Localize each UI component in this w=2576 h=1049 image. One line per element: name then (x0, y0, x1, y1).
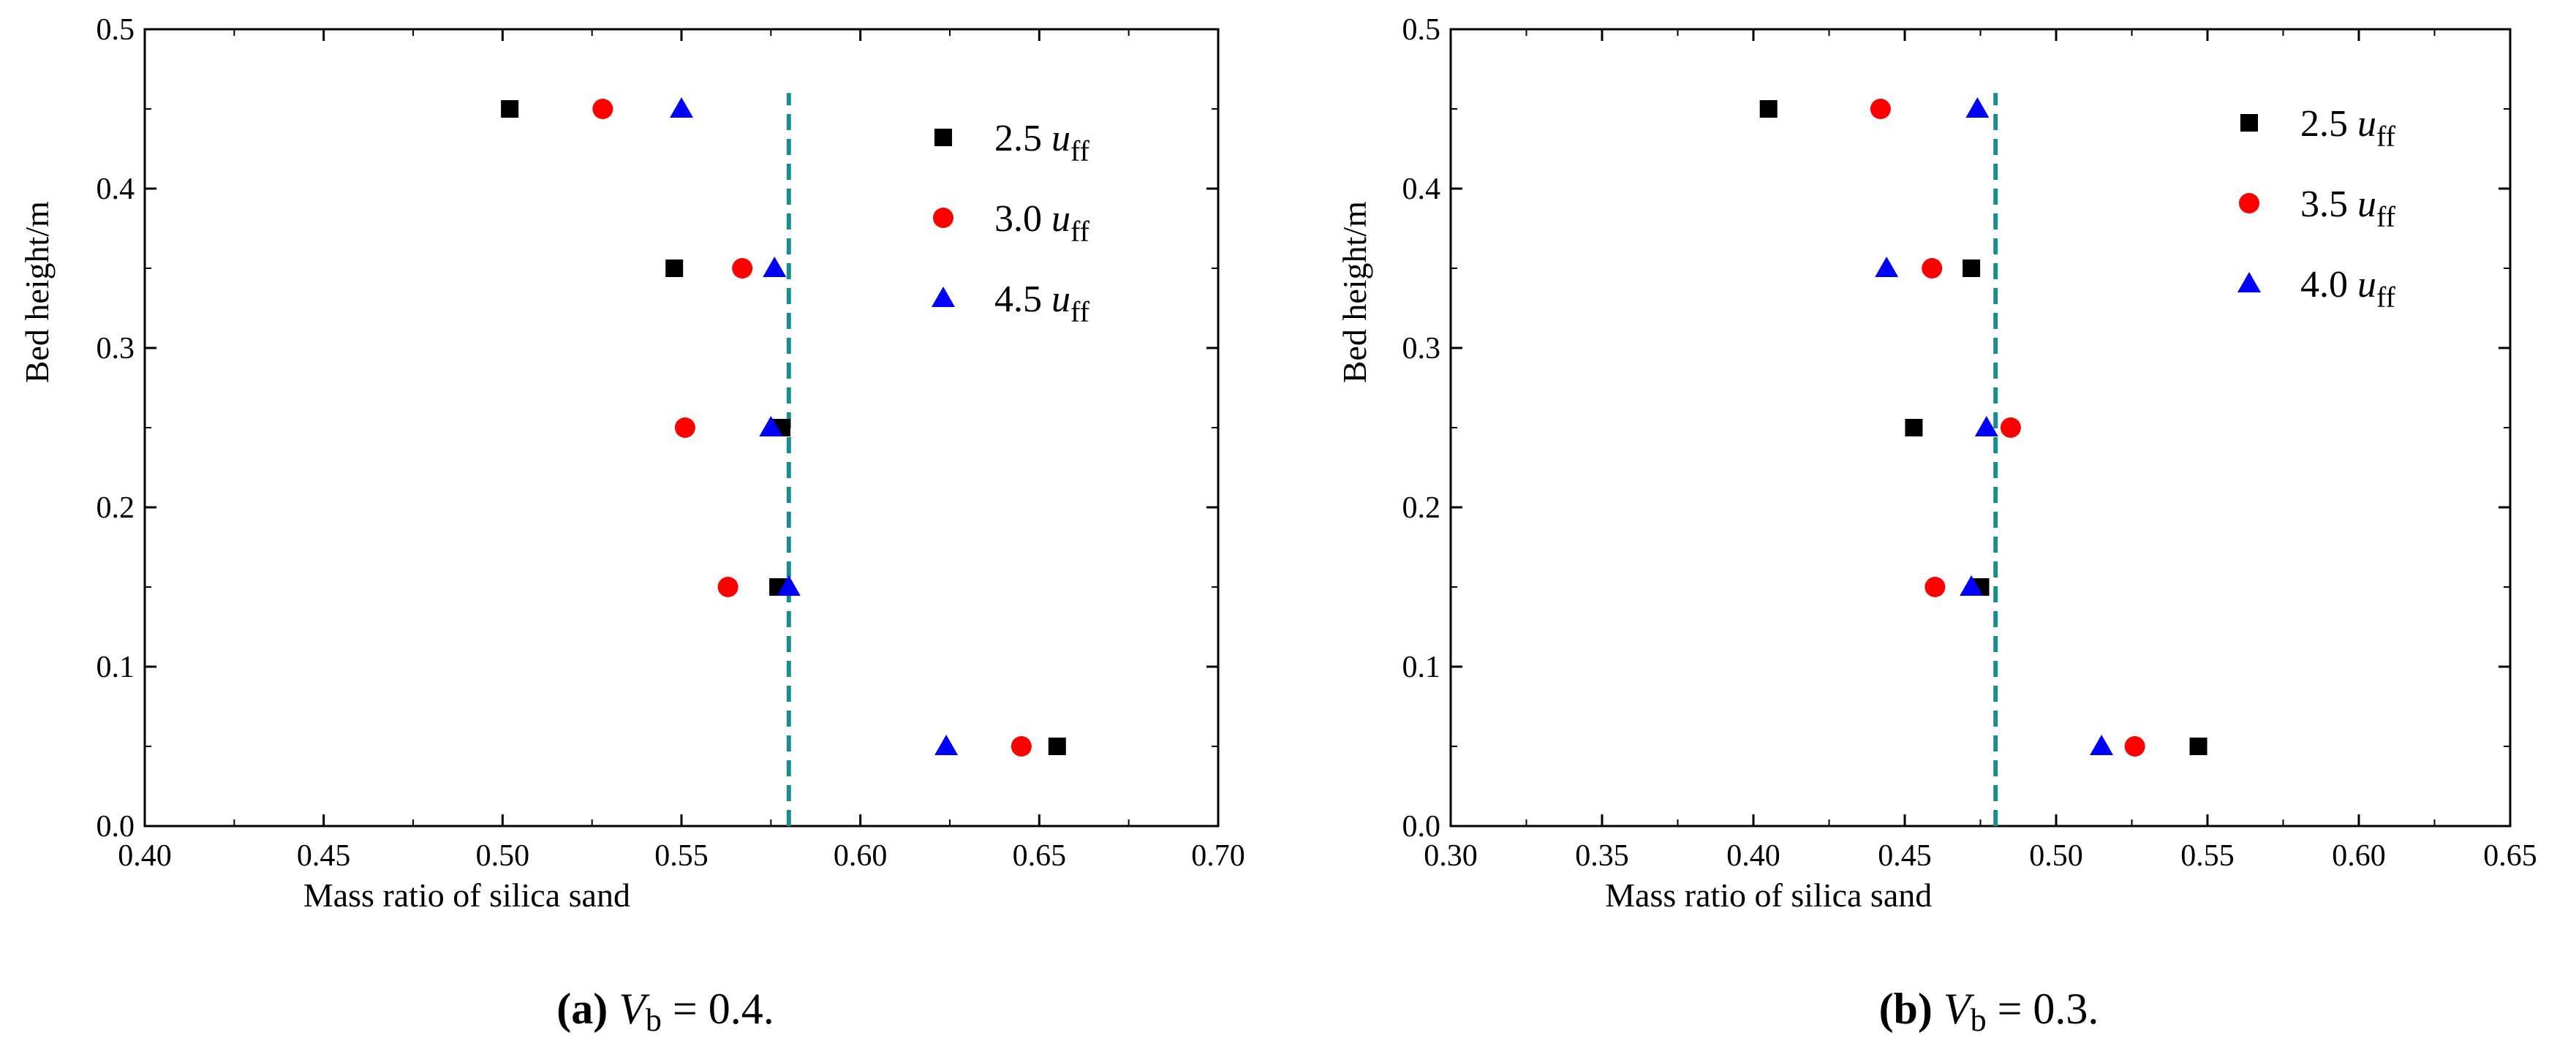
legend: 2.5 uff 3.0 uff 4.5 uff (932, 118, 1090, 328)
data-point-circle (1011, 736, 1032, 757)
legend-label: 3.0 uff (994, 198, 1090, 248)
data-point-circle (732, 258, 753, 279)
data-point-circle (1870, 99, 1891, 119)
x-tick-label: 0.65 (1013, 839, 1067, 873)
legend-marker-square (934, 129, 952, 146)
legend-marker-square (2240, 114, 2258, 132)
legend-marker-circle (2239, 193, 2259, 213)
data-point-square (665, 260, 684, 277)
y-axis-label: Bed height/m (18, 201, 56, 383)
legend-label: 3.5 uff (2300, 183, 2396, 233)
x-tick-label: 0.30 (1424, 839, 1478, 873)
data-point-square (2189, 738, 2207, 755)
legend-marker-triangle (932, 287, 955, 307)
chart-panel-b: 0.30 0.35 0.40 0.45 0.50 0.55 0.60 0.65 0.0 0.1 0.… (1336, 13, 2537, 1038)
data-point-triangle (934, 735, 959, 755)
x-tick-label: 0.65 (2483, 839, 2537, 873)
data-point-circle (592, 99, 613, 119)
y-tick-label: 0.3 (97, 332, 135, 366)
x-tick-label: 0.45 (297, 839, 351, 873)
data-point-square (1048, 738, 1066, 755)
y-axis-label: Bed height/m (1336, 201, 1373, 383)
data-point-triangle (777, 575, 801, 596)
y-tick-label: 0.5 (97, 13, 135, 47)
data-point-triangle (670, 97, 693, 118)
series-3.5 (1870, 99, 2145, 757)
series-4.5 (670, 97, 959, 755)
y-tick-label: 0.3 (1402, 332, 1441, 366)
panel-caption: (b) Vb = 0.3. (1879, 985, 2099, 1038)
data-point-triangle (1965, 97, 1990, 118)
y-tick-label: 0.2 (97, 491, 135, 525)
series-3.0 (592, 99, 1032, 757)
x-tick-label: 0.40 (1726, 839, 1780, 873)
x-tick-label: 0.70 (1191, 839, 1245, 873)
data-point-square (1759, 100, 1778, 118)
data-point-square (501, 100, 519, 118)
y-tick-label: 0.2 (1402, 491, 1441, 525)
series-2.5 (501, 100, 1066, 755)
legend-label: 4.0 uff (2300, 264, 2396, 314)
y-tick-label: 0.1 (1402, 651, 1441, 684)
x-tick-label: 0.55 (2180, 839, 2235, 873)
data-point-triangle (763, 257, 787, 277)
y-tick-label: 0.4 (97, 173, 135, 206)
x-axis-label: Mass ratio of silica sand (303, 876, 630, 914)
legend-marker-circle (933, 208, 953, 228)
data-point-circle (1925, 577, 1946, 597)
x-tick-label: 0.55 (654, 839, 709, 873)
x-tick-label: 0.50 (2029, 839, 2083, 873)
series-4.0 (1875, 97, 2114, 755)
data-point-circle (2124, 736, 2145, 757)
data-point-triangle (2090, 735, 2114, 755)
x-tick-label: 0.45 (1878, 839, 1932, 873)
data-point-square (1963, 260, 1981, 277)
legend: 2.5 uff 3.5 uff 4.0 uff (2237, 103, 2396, 314)
series-2.5 (1759, 100, 2207, 755)
x-tick-label: 0.60 (834, 839, 888, 873)
data-point-triangle (1960, 575, 1984, 596)
x-tick-label: 0.50 (476, 839, 530, 873)
x-tick-label: 0.40 (118, 839, 172, 873)
y-tick-label: 0.4 (1402, 173, 1441, 206)
legend-label: 4.5 uff (994, 279, 1090, 328)
chart-panel-a: 0.40 0.45 0.50 0.55 0.60 0.65 0.70 0.0 0.1 0.2 0.3… (18, 13, 1245, 1038)
data-point-square (1905, 419, 1923, 436)
y-tick-label: 0.0 (1402, 810, 1441, 844)
x-tick-label: 0.60 (2332, 839, 2386, 873)
legend-label: 2.5 uff (2300, 103, 2396, 153)
data-point-triangle (759, 416, 783, 436)
data-point-circle (717, 577, 739, 597)
x-axis-label: Mass ratio of silica sand (1605, 876, 1932, 914)
y-tick-label: 0.5 (1402, 13, 1441, 47)
data-point-triangle (1875, 257, 1899, 277)
legend-label: 2.5 uff (994, 118, 1090, 167)
data-point-circle (2000, 417, 2021, 438)
data-point-triangle (1974, 416, 1998, 436)
data-point-circle (674, 417, 695, 438)
y-tick-label: 0.1 (97, 651, 135, 684)
legend-marker-triangle (2237, 272, 2261, 292)
data-point-circle (1922, 258, 1943, 279)
x-tick-label: 0.35 (1575, 839, 1629, 873)
panel-caption: (a) Vb = 0.4. (556, 985, 774, 1038)
y-tick-label: 0.0 (97, 810, 135, 844)
